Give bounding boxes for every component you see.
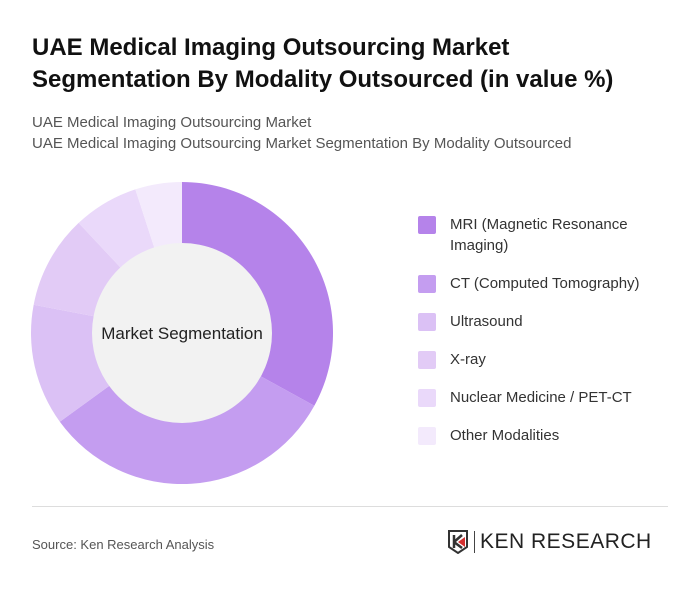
legend-label: X-ray [450,351,486,368]
donut-chart: Market Segmentation [31,182,333,484]
legend-label: Ultrasound [450,313,523,330]
center-label: Market Segmentation [101,324,263,343]
logo-text: KEN RESEARCH [474,531,652,553]
donut-center [92,243,272,423]
legend-swatch [418,313,436,331]
legend-label: Other Modalities [450,427,560,444]
legend-swatch [418,351,436,369]
legend-item[interactable]: Ultrasound [418,311,678,332]
logo-icon [448,530,468,554]
legend-item[interactable]: X-ray [418,349,678,370]
legend-swatch [418,216,436,234]
chart-title: UAE Medical Imaging Outsourcing Market S… [32,34,614,93]
legend-swatch [418,275,436,293]
subtitle: UAE Medical Imaging Outsourcing Market [32,114,312,131]
legend-item[interactable]: Nuclear Medicine / PET-CT [418,387,678,408]
legend-item[interactable]: CT (Computed Tomography) [418,273,678,294]
legend: MRI (Magnetic Resonance Imaging) CT (Comp… [418,214,678,463]
ken-research-logo: KEN RESEARCH [448,530,652,554]
legend-label: MRI (Magnetic Resonance Imaging) [450,216,628,254]
legend-swatch [418,427,436,445]
legend-item[interactable]: MRI (Magnetic Resonance Imaging) [418,214,678,256]
legend-label: CT (Computed Tomography) [450,275,640,292]
legend-item[interactable]: Other Modalities [418,425,678,446]
source-note: Source: Ken Research Analysis [32,537,215,552]
legend-swatch [418,389,436,407]
subtitle-2: UAE Medical Imaging Outsourcing Market S… [32,135,572,152]
legend-label: Nuclear Medicine / PET-CT [450,389,632,406]
divider [32,506,668,507]
